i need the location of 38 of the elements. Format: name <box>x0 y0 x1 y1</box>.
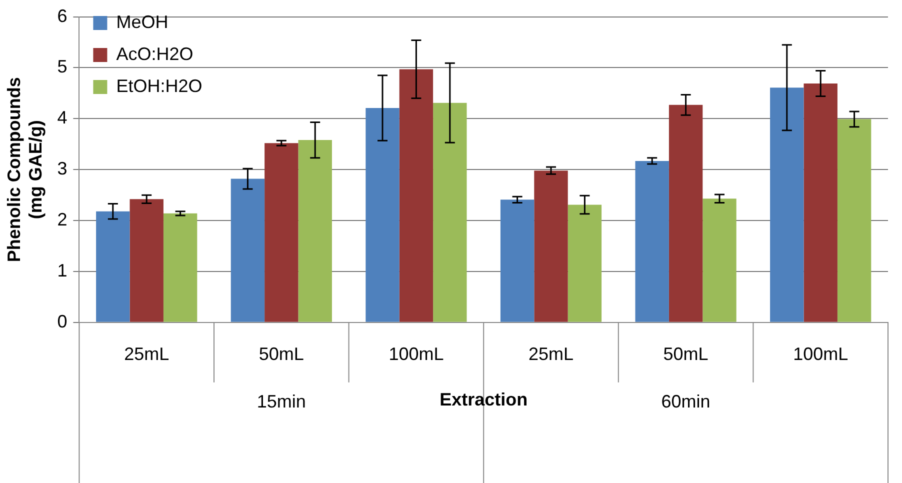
x-tick-label: 50mL <box>663 344 708 364</box>
text: 15min <box>256 391 306 412</box>
bar <box>399 69 434 322</box>
legend-label: EtOH:H2O <box>116 76 202 96</box>
bar <box>702 198 736 322</box>
legend-label: AcO:H2O <box>116 44 194 64</box>
bar <box>635 160 669 322</box>
y-tick-label: 5 <box>57 56 68 77</box>
bar <box>96 211 130 322</box>
y-tick-label: 0 <box>57 311 68 332</box>
bar <box>298 140 332 322</box>
y-tick-label: 2 <box>57 210 68 230</box>
bar <box>500 200 534 322</box>
bar <box>264 143 298 322</box>
bar <box>837 119 872 322</box>
bar <box>804 84 838 322</box>
x-tick-label: 100mL <box>388 344 444 364</box>
x-tick-label: 100mL <box>793 344 848 364</box>
bar <box>770 88 804 322</box>
legend-label: MeOH <box>116 12 168 32</box>
bar <box>366 108 400 322</box>
x-tick-label: 50mL <box>258 344 304 364</box>
x-axis-title: Extraction <box>440 389 528 410</box>
bar <box>668 104 703 322</box>
bar <box>130 199 164 322</box>
x-tick-label: 25mL <box>124 344 170 364</box>
bar <box>534 170 568 322</box>
y-axis-title: Phenolic Compounds (mg GAE/g) <box>4 77 46 262</box>
bar <box>230 178 265 322</box>
y-tick-label: 4 <box>57 108 68 128</box>
y-tick-label: 6 <box>57 6 68 26</box>
bar <box>568 204 602 322</box>
bar <box>433 102 467 322</box>
text: 60min <box>661 391 710 412</box>
y-tick-label: 1 <box>57 260 68 280</box>
bar <box>163 213 198 322</box>
x-tick-label: 25mL <box>528 344 574 364</box>
y-tick-label: 3 <box>57 158 68 179</box>
